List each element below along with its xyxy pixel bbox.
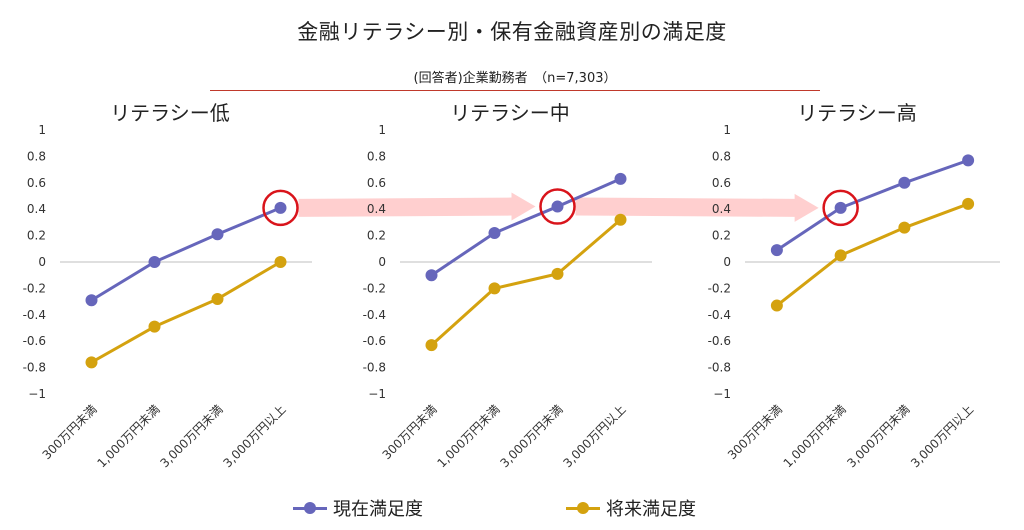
y-tick-label: 0.4 [367, 202, 386, 216]
data-point-current [834, 201, 847, 214]
legend-swatch-current [293, 501, 327, 515]
y-tick-label: -0.6 [23, 334, 46, 348]
y-tick-label: 0 [723, 255, 731, 269]
x-tick-label: 3,000万円以上 [560, 402, 628, 470]
y-tick-label: 0.6 [367, 176, 386, 190]
y-tick-label: 0.4 [712, 202, 731, 216]
data-point-current [85, 294, 98, 307]
y-tick-label: 0.2 [27, 229, 46, 243]
y-tick-label: -0.4 [708, 308, 731, 322]
y-tick-label: -0.4 [23, 308, 46, 322]
y-tick-label: 0.8 [367, 149, 386, 163]
data-point-future [274, 256, 287, 268]
panel-title: リテラシー中 [450, 101, 570, 125]
data-point-current [551, 200, 564, 213]
chart-panel-2: リテラシー中 1 0.8 0.6 0.4 0.2 0 -0.2 -0.4 -0.6 -0.8 −130… [363, 101, 652, 470]
y-tick-label: -0.6 [708, 334, 731, 348]
y-tick-label: -0.8 [708, 361, 731, 375]
y-tick-label: 0 [378, 255, 386, 269]
panel-title: リテラシー低 [110, 101, 230, 125]
y-tick-label: 0.2 [712, 229, 731, 243]
x-tick-label: 3,000万円未満 [497, 402, 565, 470]
y-tick-label: 0.8 [27, 149, 46, 163]
series-line-future [430, 218, 622, 347]
chart-panel-1: リテラシー低 1 0.8 0.6 0.4 0.2 0 -0.2 -0.4 -0.6 -0.8 −130… [23, 101, 312, 470]
x-tick-label: 3,000万円以上 [220, 402, 288, 470]
y-tick-label: -0.4 [363, 308, 386, 322]
data-point-current [488, 226, 501, 239]
y-tick-label: 0.6 [27, 176, 46, 190]
chart-panel-3: リテラシー高 1 0.8 0.6 0.4 0.2 0 -0.2 -0.4 -0.6 -0.8 −130… [708, 101, 1000, 470]
data-point-current [614, 172, 627, 185]
y-tick-label: -0.8 [23, 361, 46, 375]
data-point-future [614, 213, 627, 226]
data-point-current [962, 154, 975, 167]
y-tick-label: 0.2 [367, 229, 386, 243]
legend-swatch-future [566, 501, 600, 515]
data-point-future [834, 249, 847, 262]
legend-item-current: 現在満足度 [293, 495, 423, 521]
data-point-future [488, 282, 501, 295]
data-point-future [551, 267, 564, 280]
series-line-future [775, 202, 969, 307]
x-tick-label: 1,000万円未満 [434, 402, 502, 470]
y-tick-label: -0.2 [363, 281, 386, 295]
y-tick-label: -0.2 [23, 281, 46, 295]
highlight-arrow [575, 193, 819, 222]
data-point-future [85, 356, 98, 369]
y-tick-label: 0 [38, 255, 46, 269]
data-point-current [898, 176, 911, 189]
subtitle: (回答者)企業勤務者 （n=7,303） [413, 71, 617, 86]
legend-item-future: 将来満足度 [566, 495, 696, 521]
highlight-arrow [298, 192, 536, 221]
highlight-circle [822, 189, 859, 227]
y-tick-label: 0.8 [712, 149, 731, 163]
x-tick-label: 1,000万円未満 [94, 402, 162, 470]
series-line-future [90, 260, 282, 364]
data-point-future [962, 197, 975, 210]
y-tick-label: -0.8 [363, 361, 386, 375]
y-tick-label: -0.6 [363, 334, 386, 348]
series-line-current [776, 158, 969, 252]
data-point-current [211, 228, 224, 241]
y-tick-label: −1 [713, 387, 731, 401]
subtitle-underline [210, 90, 820, 91]
main-title: 金融リテラシー別・保有金融資産別の満足度 [297, 20, 727, 44]
highlight-circle [539, 188, 576, 225]
panel-title: リテラシー高 [797, 101, 917, 125]
y-tick-label: 1 [378, 123, 386, 137]
data-point-current [148, 256, 161, 268]
data-point-future [898, 221, 911, 234]
highlight-circle [262, 189, 299, 227]
data-point-future [148, 320, 161, 333]
x-tick-label: 3,000万円未満 [157, 402, 225, 470]
x-tick-label: 300万円未満 [380, 402, 440, 462]
data-point-current [770, 244, 783, 257]
x-tick-label: 3,000万円未満 [844, 402, 912, 470]
data-point-current [274, 201, 287, 214]
y-tick-label: 0.6 [712, 176, 731, 190]
x-tick-label: 300万円未満 [725, 402, 785, 462]
series-line-current [90, 206, 282, 302]
data-point-future [770, 299, 783, 312]
y-tick-label: -0.2 [708, 281, 731, 295]
x-tick-label: 3,000万円以上 [908, 402, 976, 470]
legend-label-future: 将来満足度 [606, 499, 696, 520]
legend: 現在満足度 将来満足度 [0, 495, 1024, 523]
legend-label-current: 現在満足度 [333, 499, 423, 520]
y-tick-label: 1 [723, 123, 731, 137]
y-tick-label: −1 [368, 387, 386, 401]
series-line-current [430, 177, 622, 277]
x-tick-label: 1,000万円未満 [781, 402, 849, 470]
y-tick-label: −1 [28, 387, 46, 401]
data-point-future [425, 339, 438, 352]
y-tick-label: 1 [38, 123, 46, 137]
trend-arrows [298, 192, 819, 222]
data-point-future [211, 292, 224, 305]
x-tick-label: 300万円未満 [40, 402, 100, 462]
data-point-current [425, 269, 438, 282]
y-tick-label: 0.4 [27, 202, 46, 216]
